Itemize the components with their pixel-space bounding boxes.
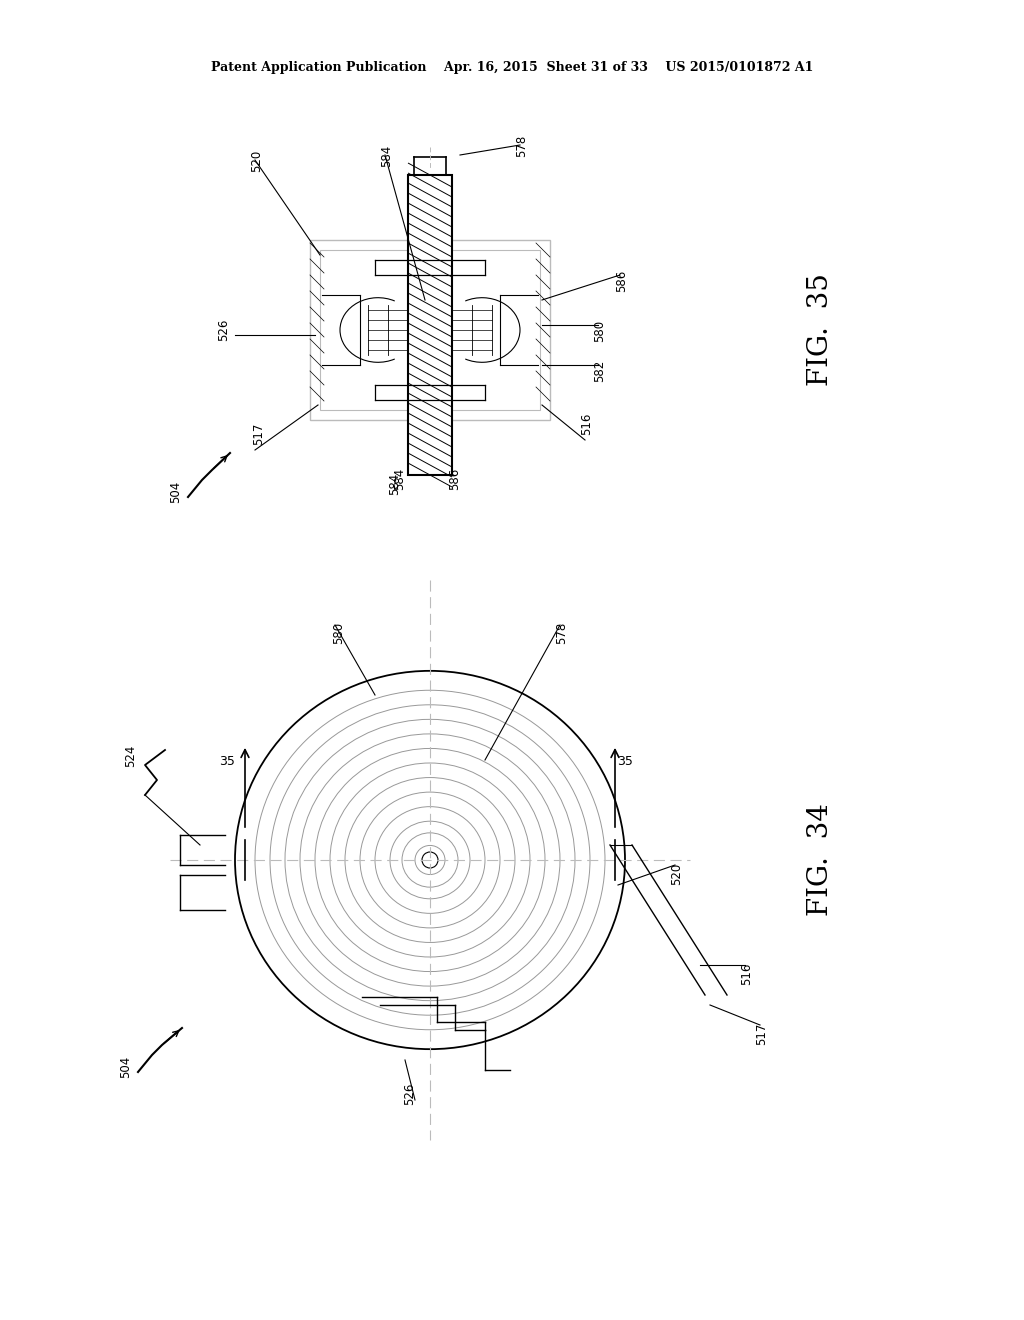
Text: 586: 586 xyxy=(449,467,462,490)
Text: 584: 584 xyxy=(388,473,401,495)
Text: 35: 35 xyxy=(617,755,633,768)
Text: 584: 584 xyxy=(380,145,393,168)
Text: 580: 580 xyxy=(593,319,606,342)
Text: 526: 526 xyxy=(403,1082,417,1105)
Bar xyxy=(319,249,540,411)
Text: 35: 35 xyxy=(219,755,234,768)
Bar xyxy=(408,176,452,475)
Text: 586: 586 xyxy=(615,271,628,292)
Text: 580: 580 xyxy=(332,622,345,644)
Text: 578: 578 xyxy=(515,135,528,157)
Text: 526: 526 xyxy=(217,319,230,341)
Text: FIG.  34: FIG. 34 xyxy=(807,804,834,916)
Text: 584: 584 xyxy=(393,467,407,490)
Text: 504: 504 xyxy=(119,1056,132,1078)
Text: 516: 516 xyxy=(740,964,753,985)
Text: FIG.  35: FIG. 35 xyxy=(807,273,834,387)
Text: 517: 517 xyxy=(252,422,265,445)
Text: 516: 516 xyxy=(580,413,593,436)
Text: 520: 520 xyxy=(250,150,263,172)
Text: 578: 578 xyxy=(555,622,568,644)
Bar xyxy=(310,240,550,420)
Text: 582: 582 xyxy=(593,360,606,383)
Text: Patent Application Publication    Apr. 16, 2015  Sheet 31 of 33    US 2015/01018: Patent Application Publication Apr. 16, … xyxy=(211,62,813,74)
Circle shape xyxy=(422,851,438,869)
Text: 517: 517 xyxy=(755,1023,768,1045)
Text: 520: 520 xyxy=(670,863,683,886)
Text: 524: 524 xyxy=(124,744,137,767)
Text: 504: 504 xyxy=(169,480,182,503)
